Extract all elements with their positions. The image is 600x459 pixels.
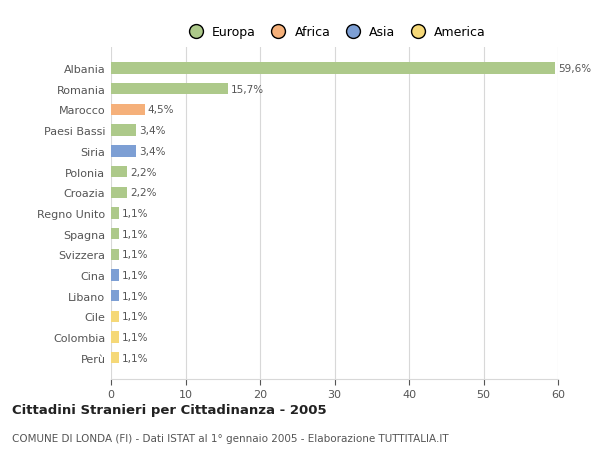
Text: 4,5%: 4,5% bbox=[148, 105, 174, 115]
Bar bbox=[111, 125, 136, 136]
Bar bbox=[111, 229, 119, 240]
Bar bbox=[111, 353, 119, 364]
Bar bbox=[111, 332, 119, 343]
Text: 2,2%: 2,2% bbox=[130, 188, 157, 198]
Text: 1,1%: 1,1% bbox=[122, 353, 149, 363]
Text: 1,1%: 1,1% bbox=[122, 270, 149, 280]
Text: 1,1%: 1,1% bbox=[122, 250, 149, 260]
Text: 1,1%: 1,1% bbox=[122, 229, 149, 239]
Bar bbox=[111, 249, 119, 260]
Legend: Europa, Africa, Asia, America: Europa, Africa, Asia, America bbox=[178, 22, 491, 45]
Text: 1,1%: 1,1% bbox=[122, 312, 149, 322]
Text: 1,1%: 1,1% bbox=[122, 208, 149, 218]
Bar bbox=[111, 270, 119, 281]
Text: 1,1%: 1,1% bbox=[122, 332, 149, 342]
Bar bbox=[111, 167, 127, 178]
Bar bbox=[111, 291, 119, 302]
Text: 15,7%: 15,7% bbox=[231, 84, 264, 95]
Text: 59,6%: 59,6% bbox=[558, 64, 591, 74]
Text: COMUNE DI LONDA (FI) - Dati ISTAT al 1° gennaio 2005 - Elaborazione TUTTITALIA.I: COMUNE DI LONDA (FI) - Dati ISTAT al 1° … bbox=[12, 433, 449, 442]
Bar bbox=[111, 105, 145, 116]
Text: 2,2%: 2,2% bbox=[130, 167, 157, 177]
Bar bbox=[111, 208, 119, 219]
Text: Cittadini Stranieri per Cittadinanza - 2005: Cittadini Stranieri per Cittadinanza - 2… bbox=[12, 403, 326, 416]
Text: 1,1%: 1,1% bbox=[122, 291, 149, 301]
Bar bbox=[111, 84, 228, 95]
Bar bbox=[111, 63, 555, 74]
Text: 3,4%: 3,4% bbox=[139, 146, 166, 157]
Bar bbox=[111, 187, 127, 198]
Text: 3,4%: 3,4% bbox=[139, 126, 166, 136]
Bar bbox=[111, 311, 119, 322]
Bar bbox=[111, 146, 136, 157]
